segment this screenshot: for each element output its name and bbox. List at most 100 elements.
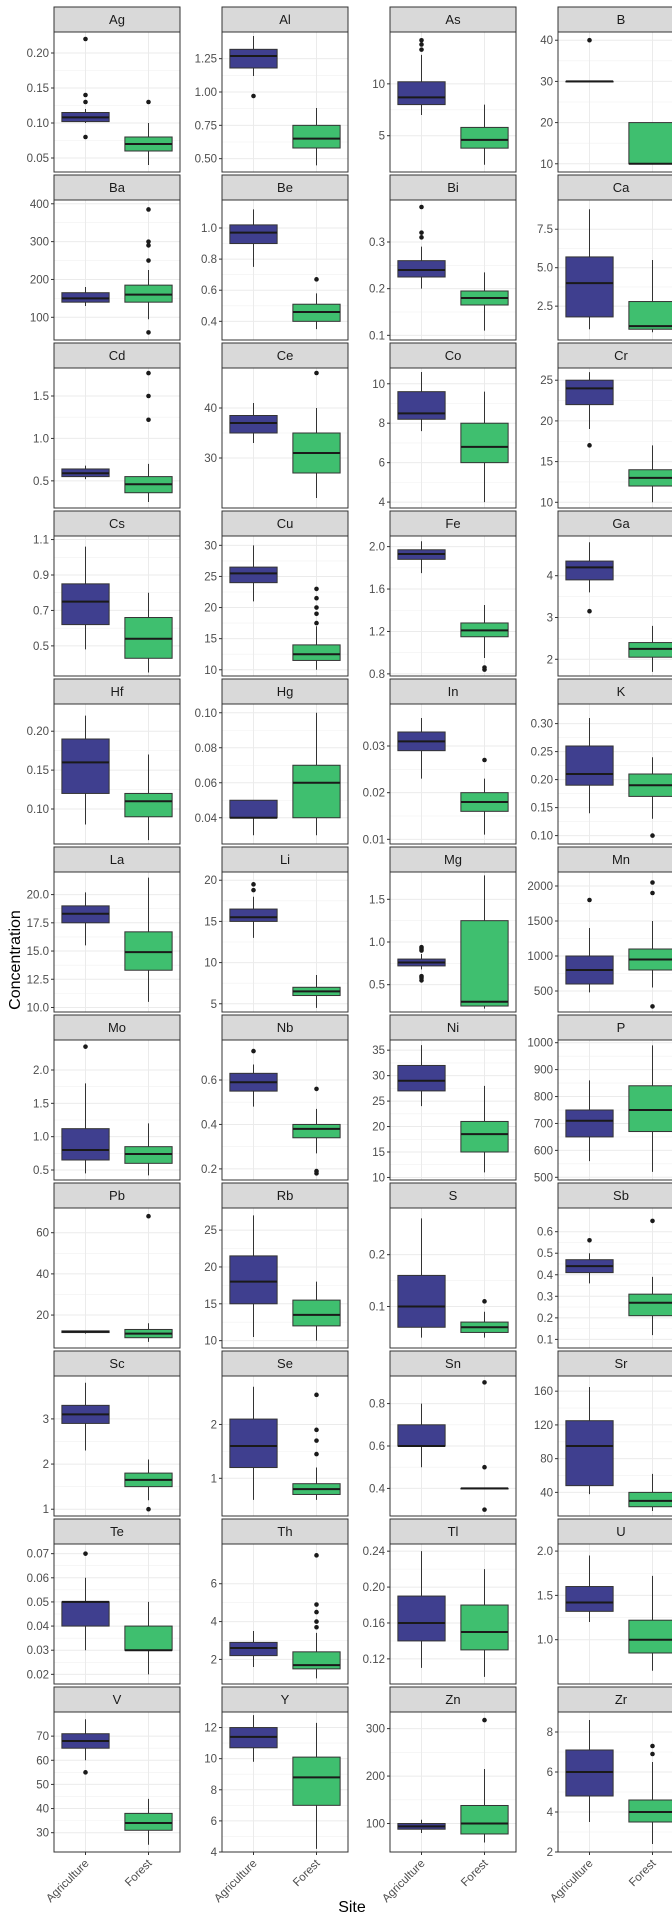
y-tick-label: 0.4	[537, 1270, 554, 1282]
facet-strip-label: Y	[281, 1692, 290, 1707]
outlier-point	[482, 1717, 487, 1723]
box-agriculture	[229, 403, 278, 443]
facet-cu: Cu 10 15 20 25 30	[204, 510, 349, 677]
y-tick-label: 20	[540, 416, 553, 428]
y-tick-label: 50	[36, 1779, 49, 1791]
y-tick-label: 0.4	[369, 1483, 386, 1495]
box-forest	[124, 1213, 173, 1342]
y-tick-label: 2	[547, 654, 553, 666]
y-tick-label: 15	[204, 634, 217, 646]
y-tick-label: 0.5	[537, 1248, 553, 1260]
y-tick-label: 0.05	[27, 153, 49, 165]
panel-border	[53, 1207, 181, 1349]
iqr-box	[229, 224, 278, 245]
outlier-point	[419, 47, 424, 52]
y-tick-label: 8	[211, 1785, 217, 1797]
y-tick-label: 1.5	[33, 391, 49, 403]
box-forest	[292, 1553, 341, 1679]
y-tick-label: 10	[372, 79, 385, 91]
y-tick-label: 40	[540, 1487, 553, 1499]
facet-k: K 0.10 0.15 0.20 0.25 0.30	[531, 678, 672, 845]
facet-strip-label: Mn	[612, 852, 630, 867]
box-agriculture	[229, 1631, 278, 1667]
y-tick-label: 200	[366, 1771, 385, 1783]
panel-border	[389, 199, 517, 341]
y-tick-label: 0.3	[537, 1291, 553, 1303]
facet-ag: Ag 0.05 0.10 0.15 0.20	[27, 6, 181, 173]
outlier-point	[314, 1602, 319, 1607]
outlier-point	[314, 1427, 319, 1433]
y-tick-label: 60	[36, 1228, 49, 1240]
panel-border	[53, 367, 181, 509]
y-tick-label: 60	[36, 1755, 49, 1767]
iqr-box	[61, 1128, 110, 1161]
outlier-point	[146, 393, 151, 399]
panel-border	[557, 535, 672, 677]
box-agriculture	[397, 1218, 446, 1338]
y-tick-label: 1500	[527, 916, 553, 928]
plot-panel	[558, 1544, 672, 1684]
y-tick-label: 0.6	[369, 1441, 385, 1453]
outlier-point	[314, 1171, 319, 1176]
y-tick-label: 1.00	[195, 87, 217, 99]
outlier-point	[314, 586, 319, 592]
facet-strip-label: Be	[277, 180, 293, 195]
box-forest	[628, 757, 672, 838]
y-tick-label: 6	[379, 458, 385, 470]
iqr-box	[628, 301, 672, 330]
box-agriculture	[565, 718, 614, 814]
box-agriculture	[61, 1719, 110, 1775]
outlier-point	[251, 93, 256, 99]
facet-strip	[389, 678, 517, 705]
box-forest	[124, 877, 173, 1002]
y-tick-label: 0.25	[531, 747, 553, 759]
outlier-point	[146, 417, 151, 423]
y-tick-label: 1	[211, 1473, 217, 1485]
panel-border	[221, 703, 349, 845]
outlier-point	[314, 277, 319, 282]
box-forest	[628, 260, 672, 333]
iqr-box	[229, 415, 278, 434]
outlier-point	[650, 1004, 655, 1009]
y-tick-label: 0.5	[33, 641, 49, 653]
outlier-point	[83, 36, 88, 42]
box-agriculture	[397, 1551, 446, 1668]
y-tick-label: 300	[30, 237, 49, 249]
y-tick-label: 0.02	[363, 788, 385, 800]
y-tick-label: 3	[43, 1414, 49, 1426]
facet-strip-label: Sn	[445, 1356, 461, 1371]
facet-strip-label: Sb	[613, 1188, 629, 1203]
y-tick-label: 4	[547, 1807, 554, 1819]
plot-panel	[54, 1376, 180, 1516]
outlier-point	[419, 204, 424, 210]
y-tick-label: 15	[372, 1147, 385, 1159]
box-forest	[628, 122, 672, 165]
outlier-point	[251, 887, 256, 893]
outlier-point	[419, 42, 424, 47]
panel-border	[221, 871, 349, 1013]
facet-hg: Hg 0.04 0.06 0.08 0.10	[195, 678, 349, 845]
y-tick-label: 1.6	[369, 584, 385, 596]
box-agriculture	[565, 1555, 614, 1622]
y-tick-label: 5	[211, 999, 217, 1011]
y-tick-label: 40	[36, 1269, 49, 1281]
box-forest	[292, 370, 341, 498]
facet-strip-label: Nb	[277, 1020, 294, 1035]
y-tick-label: 0.2	[537, 1313, 553, 1325]
outlier-point	[650, 833, 655, 838]
y-tick-label: 500	[534, 986, 553, 998]
box-forest	[628, 445, 672, 503]
y-tick-label: 1.0	[537, 1635, 553, 1647]
iqr-box	[229, 1255, 278, 1305]
facet-strip-label: Se	[277, 1356, 293, 1371]
facet-u: U 1.0 1.5 2.0	[537, 1518, 672, 1685]
panel-border	[221, 367, 349, 509]
iqr-box	[229, 48, 278, 69]
panel-border	[221, 1039, 349, 1181]
outlier-point	[314, 370, 319, 376]
facet-strip-label: B	[617, 12, 626, 27]
facet-al: Al 0.50 0.75 1.00 1.25	[195, 6, 349, 173]
facet-strip-label: Ni	[447, 1020, 459, 1035]
y-tick-label: 3	[547, 612, 553, 624]
y-tick-label: 0.2	[201, 1164, 217, 1176]
